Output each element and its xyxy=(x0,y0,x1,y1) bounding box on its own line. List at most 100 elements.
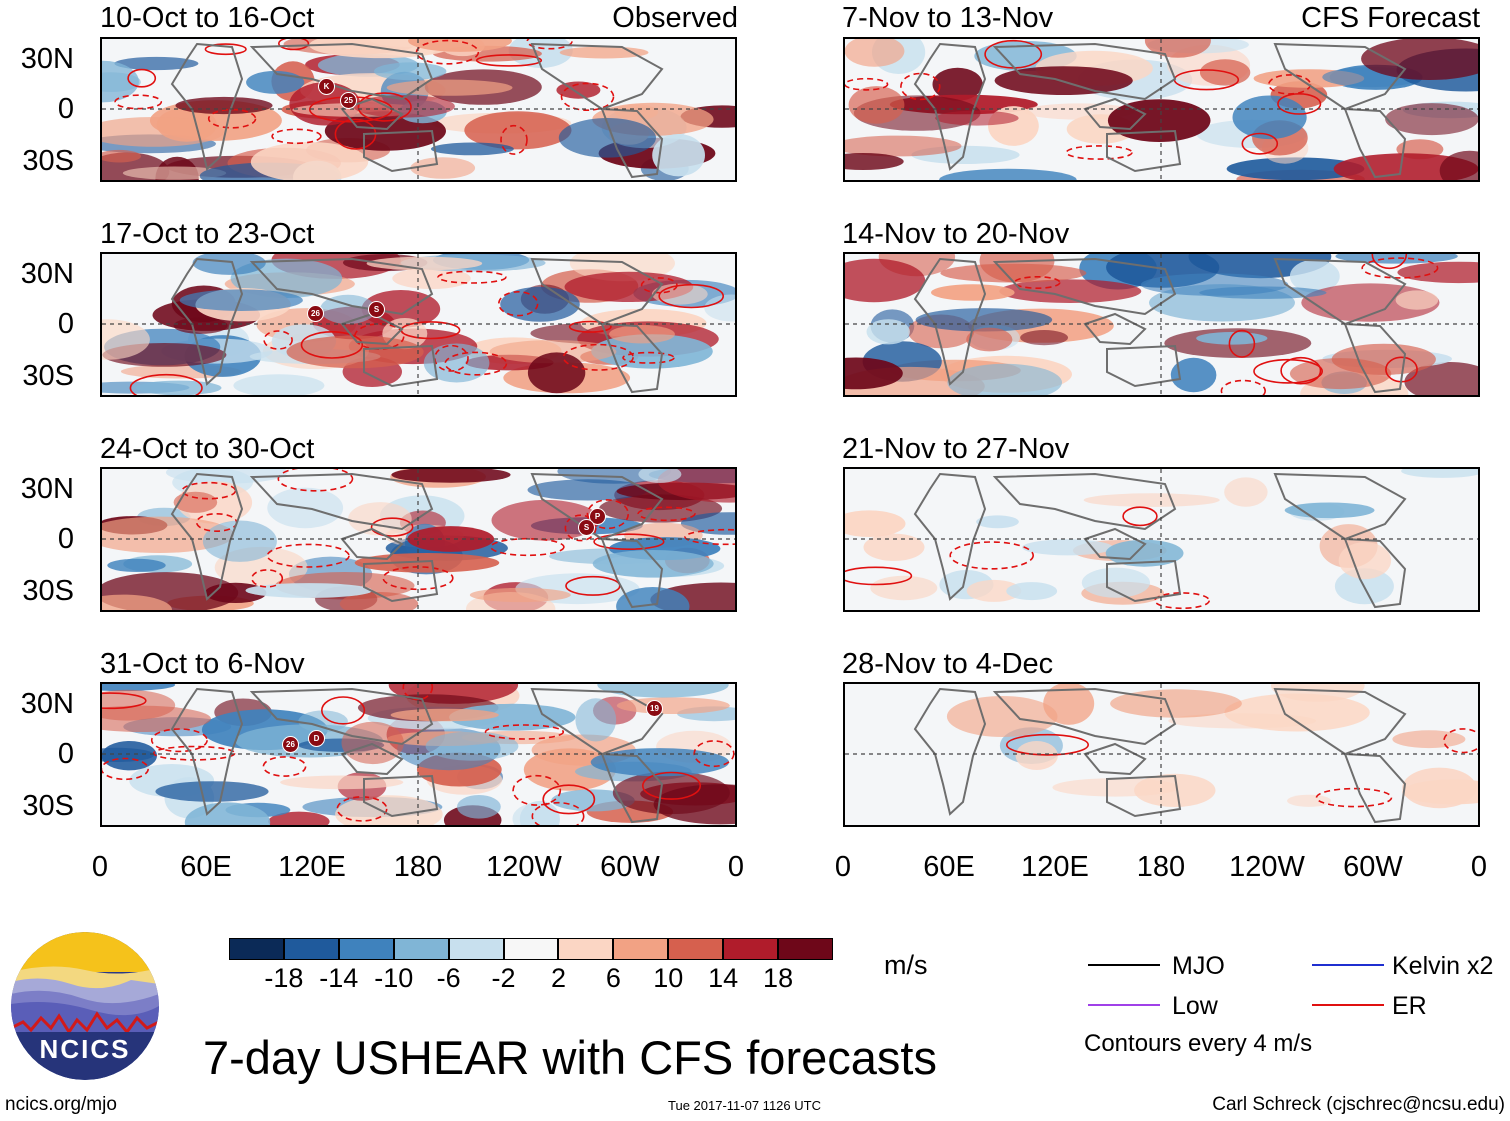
shear-field xyxy=(845,254,1478,395)
er-contour xyxy=(845,77,889,91)
panel-title-obs-4: 31-Oct to 6-Nov xyxy=(100,648,305,680)
er-contour xyxy=(658,283,725,309)
er-contour xyxy=(900,72,941,101)
shear-anomaly-patch xyxy=(591,334,713,369)
er-contour xyxy=(271,128,322,145)
shear-anomaly-patch xyxy=(407,526,495,552)
shear-anomaly-patch xyxy=(1331,343,1436,375)
er-contour xyxy=(114,94,163,110)
shear-anomaly-patch xyxy=(931,284,1015,301)
lat-label: 30S xyxy=(22,360,74,392)
shear-anomaly-patch xyxy=(1226,157,1365,180)
continent-outline xyxy=(1106,344,1182,388)
er-contour xyxy=(321,696,366,725)
shear-anomaly-patch xyxy=(863,533,925,561)
forecast-map-panel-3 xyxy=(843,467,1480,612)
er-contour xyxy=(1153,592,1210,610)
lat-label: 30N xyxy=(20,43,74,75)
continent-outline xyxy=(340,97,404,131)
continent-outline xyxy=(1343,322,1407,394)
shear-anomaly-patch xyxy=(845,153,904,170)
colorbar-tick-label: 6 xyxy=(605,963,621,993)
continent-outline xyxy=(600,107,664,179)
lat-label: 30S xyxy=(22,790,74,822)
shear-field xyxy=(102,254,735,395)
colorbar-bin xyxy=(229,938,284,960)
shear-anomaly-patch xyxy=(1338,542,1392,580)
er-contour xyxy=(560,82,615,112)
continent-outline xyxy=(1273,42,1407,111)
er-contour xyxy=(845,566,913,586)
site-link[interactable]: ncics.org/mjo xyxy=(5,1094,117,1115)
continent-outline xyxy=(340,742,404,776)
continent-outline xyxy=(600,537,664,609)
shear-anomaly-patch xyxy=(599,494,723,523)
shear-anomaly-patch xyxy=(597,684,729,698)
storm-marker: 26 xyxy=(307,305,324,322)
storm-marker: 26 xyxy=(282,736,299,753)
shear-anomaly-patch xyxy=(1196,332,1268,345)
lon-label: 180 xyxy=(393,851,443,883)
lon-label: 180 xyxy=(1136,851,1186,883)
continent-outline xyxy=(1106,774,1182,818)
shear-anomaly-patch xyxy=(1224,693,1370,732)
shear-anomaly-patch xyxy=(1385,103,1478,136)
observed-label: Observed xyxy=(612,2,738,34)
cfs-forecast-label: CFS Forecast xyxy=(1301,2,1480,34)
shear-anomaly-patch xyxy=(1022,539,1113,556)
shear-anomaly-patch xyxy=(1287,794,1332,807)
er-contour xyxy=(353,323,405,350)
shear-anomaly-patch xyxy=(966,327,1013,352)
shear-anomaly-patch xyxy=(354,553,500,573)
shear-anomaly-patch xyxy=(1232,95,1307,140)
er-contour xyxy=(1361,257,1439,279)
legend-label-low: Low xyxy=(1172,992,1218,1020)
shear-anomaly-patch xyxy=(1402,767,1477,809)
shear-anomaly-patch xyxy=(366,256,483,271)
shear-anomaly-patch xyxy=(947,363,1062,395)
lat-label: 0 xyxy=(57,308,74,340)
continent-outline xyxy=(992,42,1177,101)
lat-label: 30N xyxy=(20,258,74,290)
er-contour xyxy=(207,108,257,129)
continent-outline xyxy=(1083,312,1147,346)
observed-map-panel-2 xyxy=(100,252,737,397)
shear-anomaly-patch xyxy=(939,168,1077,180)
shear-anomaly-patch xyxy=(390,708,499,722)
lon-label: 0 xyxy=(834,851,852,883)
shear-anomaly-patch xyxy=(590,748,730,777)
author-contact: Carl Schreck (cjschrec@ncsu.edu) xyxy=(1212,1094,1505,1115)
shear-anomaly-patch xyxy=(1107,99,1211,142)
shear-anomaly-patch xyxy=(464,111,572,150)
continent-outline xyxy=(1273,472,1407,541)
colorbar-bin xyxy=(283,938,339,960)
shear-anomaly-patch xyxy=(527,479,649,501)
lon-label: 60E xyxy=(180,851,232,883)
legend-label-mjo: MJO xyxy=(1172,952,1225,980)
shear-anomaly-patch xyxy=(114,56,199,71)
shear-anomaly-patch xyxy=(940,263,1087,283)
er-contour xyxy=(262,756,307,777)
er-contour xyxy=(204,43,247,56)
shear-anomaly-patch xyxy=(932,67,983,101)
colorbar-tick-label: 2 xyxy=(550,963,566,993)
shear-anomaly-patch xyxy=(1081,567,1150,598)
shear-anomaly-patch xyxy=(935,110,1019,126)
continent-outline xyxy=(992,257,1177,316)
shear-anomaly-patch xyxy=(202,520,277,562)
shear-anomaly-patch xyxy=(175,96,273,115)
er-contour xyxy=(1280,356,1322,385)
er-contour xyxy=(1065,145,1133,160)
er-contour xyxy=(562,343,634,371)
panel-title-obs-1: 10-Oct to 16-Oct xyxy=(100,2,315,34)
er-contour xyxy=(444,351,508,376)
er-contour xyxy=(1371,254,1408,270)
continent-outline xyxy=(600,752,664,824)
shear-anomaly-patch xyxy=(845,357,903,390)
colorbar xyxy=(229,938,833,961)
lat-label: 30S xyxy=(22,145,74,177)
shear-anomaly-patch xyxy=(653,784,735,825)
shear-anomaly-patch xyxy=(609,325,675,344)
shear-anomaly-patch xyxy=(915,308,1053,332)
shear-anomaly-patch xyxy=(999,279,1142,303)
